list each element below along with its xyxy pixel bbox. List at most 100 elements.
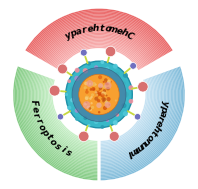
Wedge shape (99, 67, 178, 173)
Wedge shape (36, 73, 99, 158)
Wedge shape (30, 14, 168, 55)
Wedge shape (99, 73, 161, 156)
Circle shape (90, 102, 93, 104)
Circle shape (70, 87, 75, 91)
Wedge shape (99, 78, 148, 144)
Wedge shape (42, 28, 156, 62)
Circle shape (98, 75, 102, 79)
Text: m: m (132, 141, 145, 154)
Circle shape (84, 103, 87, 105)
Wedge shape (99, 75, 157, 152)
Circle shape (98, 93, 100, 96)
Wedge shape (99, 70, 169, 165)
Text: u: u (137, 139, 148, 150)
Wedge shape (50, 78, 99, 144)
Text: h: h (120, 28, 129, 39)
Circle shape (103, 98, 106, 101)
Circle shape (104, 78, 108, 82)
Wedge shape (41, 75, 99, 152)
Text: I: I (126, 148, 133, 158)
Circle shape (124, 92, 129, 97)
Circle shape (84, 116, 87, 120)
Circle shape (103, 85, 106, 89)
Text: e: e (30, 105, 40, 113)
Text: n: n (141, 135, 152, 146)
Circle shape (98, 111, 100, 113)
Wedge shape (24, 69, 99, 169)
Circle shape (94, 65, 98, 69)
Wedge shape (99, 78, 147, 142)
Circle shape (101, 91, 106, 95)
Circle shape (101, 97, 105, 101)
Wedge shape (37, 23, 161, 59)
Wedge shape (43, 30, 155, 63)
Circle shape (109, 104, 110, 106)
Circle shape (98, 93, 100, 95)
Circle shape (89, 107, 91, 110)
Circle shape (79, 131, 89, 142)
Wedge shape (99, 76, 154, 149)
Text: y: y (64, 30, 73, 41)
Circle shape (74, 76, 80, 81)
Wedge shape (17, 67, 99, 176)
Wedge shape (40, 74, 99, 154)
Wedge shape (99, 76, 152, 148)
Text: h: h (150, 123, 162, 133)
Wedge shape (53, 79, 99, 141)
Circle shape (93, 88, 95, 90)
Wedge shape (39, 26, 159, 61)
Wedge shape (99, 66, 182, 178)
Wedge shape (32, 17, 166, 57)
Circle shape (89, 97, 92, 100)
Wedge shape (34, 20, 164, 58)
Circle shape (105, 98, 109, 102)
Wedge shape (53, 41, 145, 68)
Wedge shape (48, 35, 150, 66)
Circle shape (65, 93, 68, 96)
Circle shape (104, 92, 107, 95)
Wedge shape (19, 67, 99, 175)
Circle shape (103, 89, 106, 92)
Wedge shape (99, 65, 186, 182)
Wedge shape (99, 77, 150, 145)
Circle shape (138, 81, 148, 92)
Text: r: r (82, 25, 88, 35)
Text: o: o (36, 122, 47, 132)
Text: p: p (39, 127, 50, 138)
Circle shape (101, 93, 105, 97)
Wedge shape (28, 13, 170, 54)
Wedge shape (31, 16, 167, 56)
Circle shape (49, 85, 60, 96)
Wedge shape (59, 48, 139, 72)
Circle shape (129, 99, 133, 104)
Circle shape (109, 131, 119, 141)
Wedge shape (99, 68, 176, 172)
Circle shape (100, 91, 104, 95)
Wedge shape (45, 33, 153, 64)
Circle shape (72, 67, 126, 122)
Circle shape (113, 120, 118, 125)
Circle shape (130, 63, 136, 69)
Text: y: y (160, 100, 169, 107)
Wedge shape (99, 79, 145, 141)
Circle shape (84, 82, 88, 85)
Wedge shape (49, 37, 149, 66)
Text: e: e (153, 119, 164, 128)
Wedge shape (27, 70, 99, 166)
Circle shape (100, 93, 104, 97)
Wedge shape (99, 68, 175, 170)
Circle shape (123, 111, 128, 116)
Circle shape (104, 100, 107, 103)
Circle shape (102, 100, 105, 102)
Wedge shape (48, 77, 99, 145)
Circle shape (101, 92, 104, 95)
Circle shape (115, 113, 119, 117)
Circle shape (66, 61, 132, 128)
Wedge shape (26, 10, 172, 53)
Text: r: r (156, 115, 166, 122)
Circle shape (99, 87, 102, 90)
Circle shape (75, 108, 79, 113)
Wedge shape (99, 74, 160, 155)
Circle shape (121, 103, 127, 108)
Text: o: o (48, 137, 58, 147)
